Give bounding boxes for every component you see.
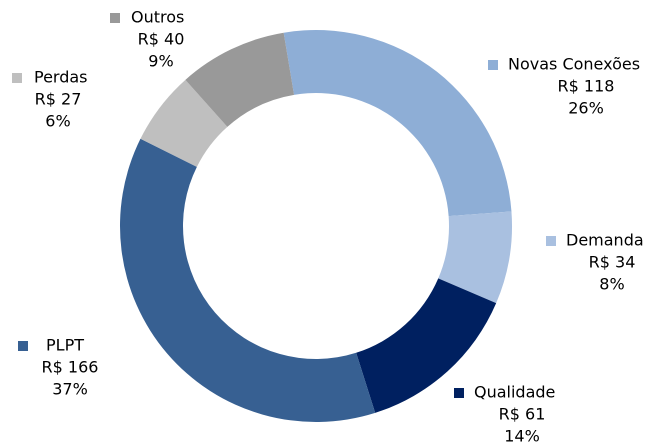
legend-swatch [12, 73, 22, 83]
donut-slice [356, 278, 497, 413]
slice-name: Novas Conexões [508, 55, 640, 74]
slice-value-label: R$ 166 [42, 358, 99, 377]
legend-swatch [546, 236, 556, 246]
slice-value-label: R$ 34 [589, 253, 636, 272]
slice-percent-label: 37% [52, 380, 88, 399]
donut-slice [140, 79, 228, 167]
legend-swatch [488, 60, 498, 70]
slice-name: Perdas [34, 68, 88, 87]
slice-name: Demanda [566, 231, 644, 250]
slice-percent-label: 8% [599, 275, 624, 294]
slice-percent-label: 6% [45, 112, 70, 131]
legend-swatch [110, 13, 120, 23]
slice-percent-label: 9% [148, 52, 173, 71]
slice-value-label: R$ 27 [35, 90, 82, 109]
donut-slice [185, 32, 295, 127]
donut-slice [438, 211, 512, 304]
legend-swatch [454, 388, 464, 398]
slice-percent-label: 26% [568, 99, 604, 118]
donut-slice [283, 30, 512, 217]
slice-name: Outros [131, 8, 184, 27]
donut-slice [119, 138, 376, 422]
slice-value-label: R$ 118 [558, 77, 615, 96]
legend-swatch [18, 341, 28, 351]
slice-name: PLPT [46, 336, 84, 355]
slice-name: Qualidade [474, 383, 555, 402]
slice-value-label: R$ 40 [138, 30, 185, 49]
slice-percent-label: 14% [504, 427, 540, 446]
slice-value-label: R$ 61 [499, 405, 546, 424]
